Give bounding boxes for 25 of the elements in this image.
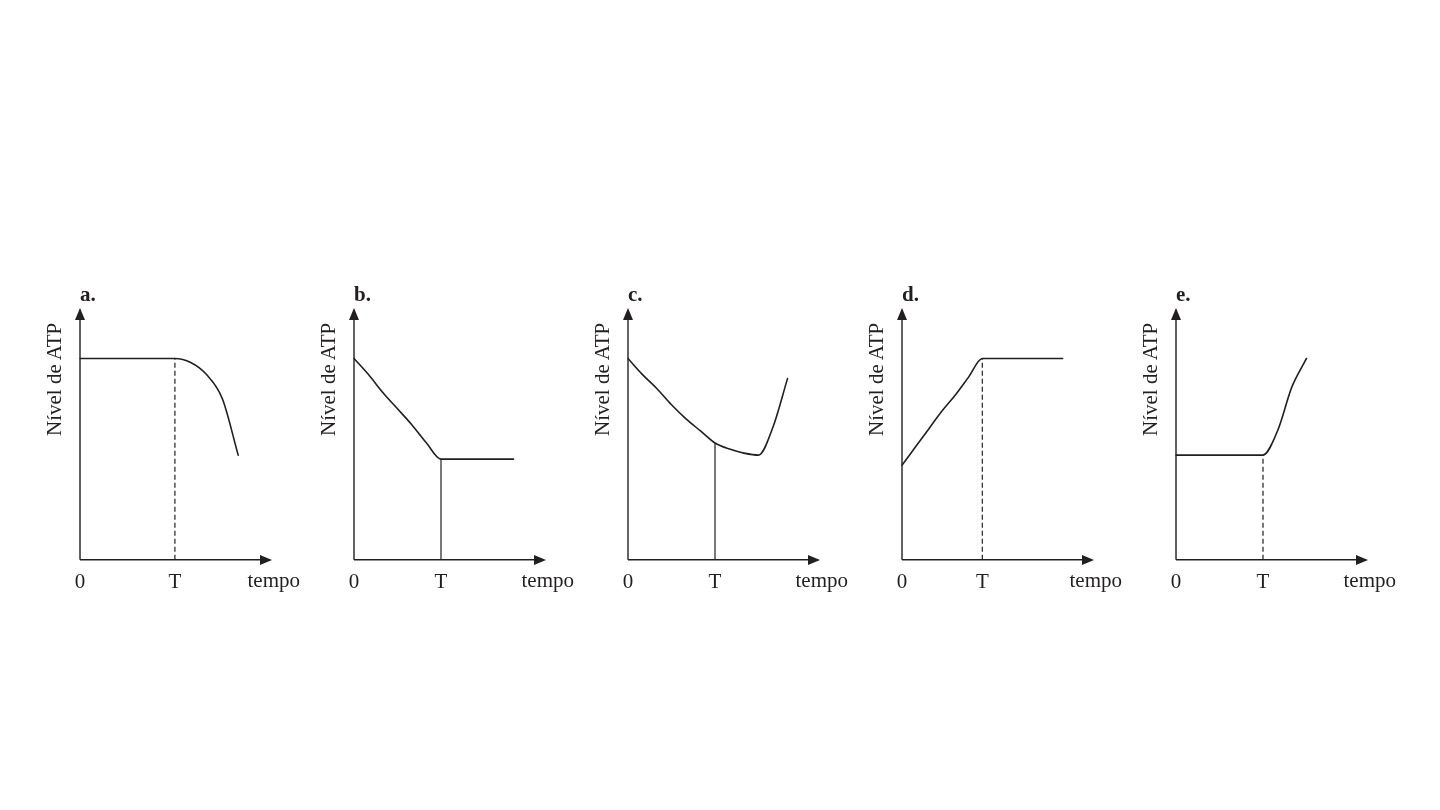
chart-title: e. (1176, 282, 1191, 307)
chart-title: b. (354, 282, 371, 307)
x-tick-label: T (708, 568, 722, 593)
x-tick-label: 0 (1170, 568, 1182, 593)
y-axis-title: Nível de ATP (590, 323, 614, 437)
y-axis-title: Nível de ATP (864, 323, 888, 437)
x-axis-title: tempo (795, 567, 848, 592)
x-axis-title: tempo (1343, 567, 1396, 592)
x-tick-label: 0 (896, 568, 908, 593)
y-axis-title: Nível de ATP (316, 323, 340, 437)
x-tick-label: 0 (74, 568, 86, 593)
x-tick-label: T (434, 568, 448, 593)
y-axis-title: Nível de ATP (1138, 323, 1162, 437)
x-tick-label: T (168, 568, 182, 593)
x-tick-label: 0 (622, 568, 634, 593)
x-tick-label: T (975, 568, 989, 593)
x-tick-label: 0 (348, 568, 360, 593)
y-axis-title: Nível de ATP (42, 323, 66, 437)
chart-title: c. (628, 282, 643, 307)
x-axis-title: tempo (521, 567, 574, 592)
x-axis-title: tempo (1069, 567, 1122, 592)
x-axis-title: tempo (247, 567, 300, 592)
chart-title: a. (80, 282, 96, 307)
chart-title: d. (902, 282, 919, 307)
x-tick-label: T (1256, 568, 1270, 593)
